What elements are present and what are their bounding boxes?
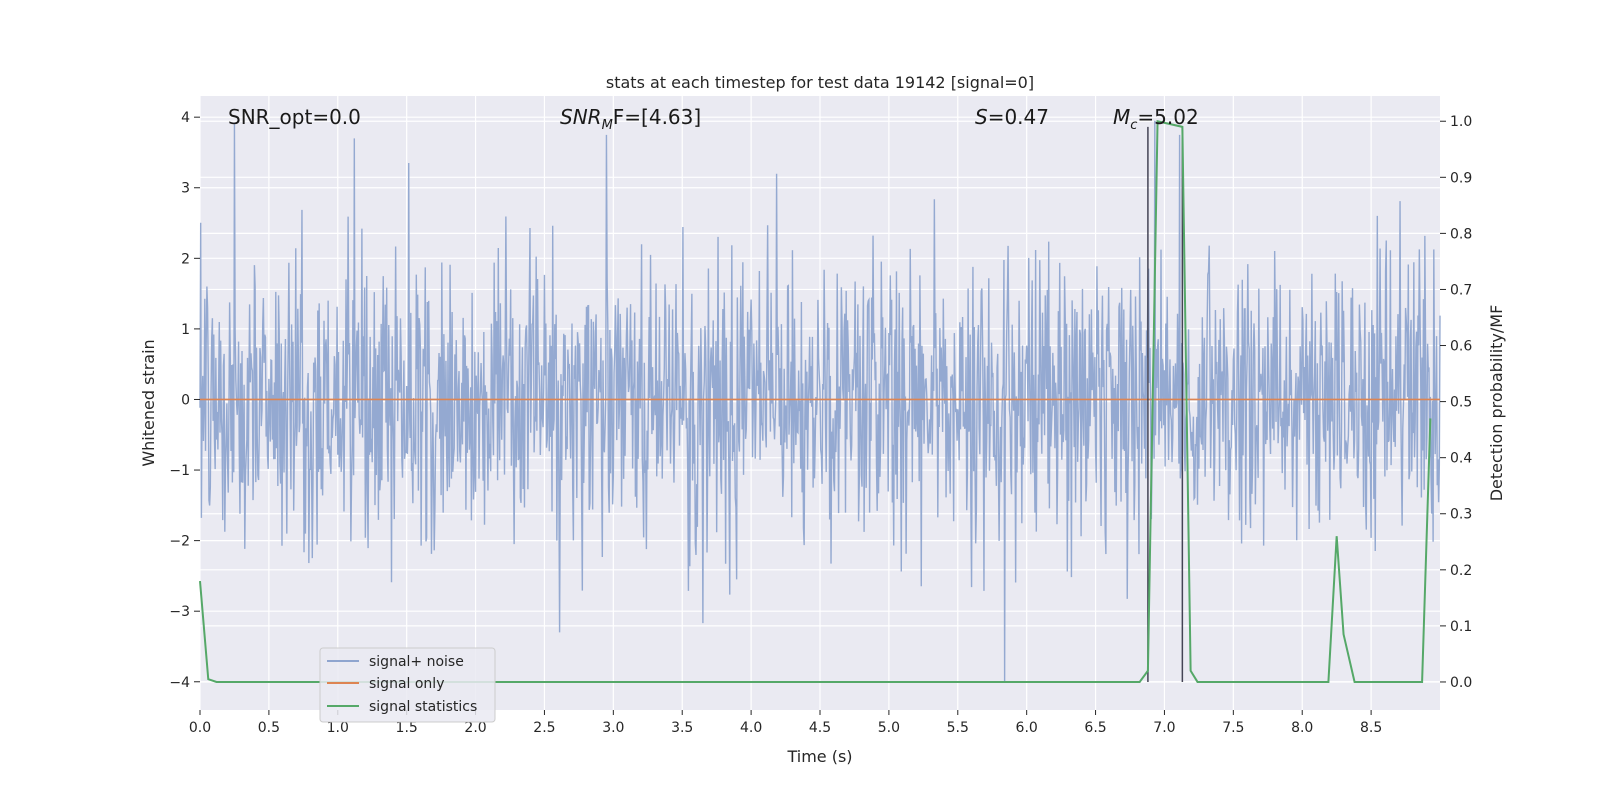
x-tick-label-2: 1.0 bbox=[327, 720, 349, 736]
y-right-tick-label-4: 0.6 bbox=[1450, 339, 1472, 355]
legend-box bbox=[319, 647, 496, 723]
legend-label-signal-only: signal only bbox=[369, 676, 444, 692]
x-tick-label-13: 6.5 bbox=[1084, 720, 1106, 736]
y-axis-right-ticks: 1.0 0.9 0.8 0.7 0.6 0.5 0.4 0.3 0.2 0.1 0.0 bbox=[1440, 114, 1472, 691]
y-left-tick-label-7: −3 bbox=[169, 604, 190, 620]
legend-label-signal-statistics: signal statistics bbox=[369, 699, 477, 715]
y-right-tick-label-7: 0.3 bbox=[1450, 507, 1472, 523]
y-axis-left-ticks: 4 3 2 1 0 −1 −2 −3 −4 bbox=[169, 110, 200, 691]
annotation-snr-mf-rest: F=[4.63] bbox=[613, 105, 701, 129]
x-tick-label-17: 8.5 bbox=[1360, 720, 1382, 736]
annotation-mc-main: M bbox=[1113, 105, 1130, 129]
y-left-tick-label-5: −1 bbox=[169, 463, 190, 479]
annotation-s-rest: =0.47 bbox=[988, 105, 1049, 129]
y-left-tick-label-1: 3 bbox=[181, 181, 190, 197]
annotation-snr-mf: SNRMF=[4.63] bbox=[560, 105, 701, 133]
x-tick-label-6: 3.0 bbox=[602, 720, 624, 736]
y-axis-right-label: Detection probability/MF bbox=[1487, 305, 1506, 502]
annotation-mc: Mc=5.02 bbox=[1113, 105, 1199, 133]
signal-statistics-series bbox=[199, 119, 1432, 683]
legend: signal+ noise signal only signal statist… bbox=[319, 647, 496, 723]
y-left-tick-label-6: −2 bbox=[169, 534, 190, 550]
legend-label-signal-noise: signal+ noise bbox=[369, 654, 464, 670]
x-tick-label-4: 2.0 bbox=[464, 720, 486, 736]
x-tick-label-0: 0.0 bbox=[189, 720, 211, 736]
y-right-tick-label-2: 0.8 bbox=[1450, 226, 1472, 242]
annotation-snr-opt: SNR_opt=0.0 bbox=[228, 105, 361, 129]
y-left-tick-label-4: 0 bbox=[181, 392, 190, 408]
annotation-s-main: S bbox=[975, 105, 988, 129]
annotation-snr-mf-sub: M bbox=[602, 118, 613, 133]
y-axis-left-label: Whitened strain bbox=[139, 339, 158, 466]
y-right-tick-label-3: 0.7 bbox=[1450, 282, 1472, 298]
y-left-tick-label-3: 1 bbox=[181, 322, 190, 338]
x-tick-label-7: 3.5 bbox=[671, 720, 693, 736]
y-left-tick-label-0: 4 bbox=[181, 110, 190, 126]
x-tick-label-3: 1.5 bbox=[396, 720, 418, 736]
y-right-tick-label-10: 0.0 bbox=[1450, 675, 1472, 691]
y-right-tick-label-6: 0.4 bbox=[1450, 451, 1472, 467]
x-tick-label-14: 7.0 bbox=[1153, 720, 1175, 736]
signal-noise-series bbox=[199, 120, 1441, 682]
y-left-tick-label-2: 2 bbox=[181, 251, 190, 267]
chart-title: stats at each timestep for test data 191… bbox=[606, 73, 1034, 92]
x-tick-label-8: 4.0 bbox=[740, 720, 762, 736]
x-tick-label-12: 6.0 bbox=[1016, 720, 1038, 736]
annotation-snr-mf-main: SNR bbox=[560, 105, 602, 129]
x-tick-label-1: 0.5 bbox=[258, 720, 280, 736]
x-tick-label-15: 7.5 bbox=[1222, 720, 1244, 736]
y-right-tick-label-5: 0.5 bbox=[1450, 395, 1472, 411]
y-right-tick-label-0: 1.0 bbox=[1450, 114, 1472, 130]
x-tick-label-5: 2.5 bbox=[533, 720, 555, 736]
annotation-mc-rest: =5.02 bbox=[1137, 105, 1198, 129]
y-left-tick-label-8: −4 bbox=[169, 675, 190, 691]
x-axis-ticks: 0.0 0.5 1.0 1.5 2.0 2.5 3.0 3.5 4.0 4.5 5.0 5.5 6.0 6… bbox=[189, 710, 1382, 736]
y-right-tick-label-9: 0.1 bbox=[1450, 619, 1472, 635]
y-right-tick-label-8: 0.2 bbox=[1450, 563, 1472, 579]
x-tick-label-10: 5.0 bbox=[878, 720, 900, 736]
signal-statistics-line bbox=[199, 119, 1432, 683]
vertical-markers bbox=[1147, 126, 1184, 682]
annotation-mc-sub: c bbox=[1130, 118, 1137, 133]
y-right-tick-label-1: 0.9 bbox=[1450, 170, 1472, 186]
x-tick-label-9: 4.5 bbox=[809, 720, 831, 736]
x-tick-label-16: 8.0 bbox=[1291, 720, 1313, 736]
x-tick-label-11: 5.5 bbox=[947, 720, 969, 736]
annotation-s: S=0.47 bbox=[975, 105, 1049, 129]
signal-noise-line bbox=[199, 120, 1441, 682]
x-axis-label: Time (s) bbox=[786, 747, 852, 766]
